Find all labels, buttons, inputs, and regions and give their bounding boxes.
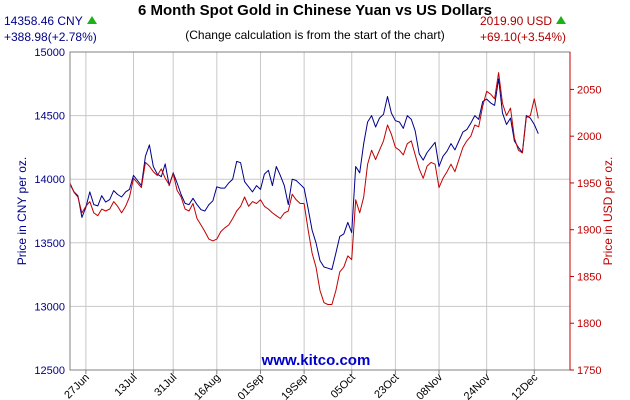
y-tick-right-label: 1850 bbox=[577, 271, 601, 283]
up-triangle-icon bbox=[86, 16, 97, 24]
usd-price: 2019.90 USD bbox=[479, 14, 552, 28]
y-axis-right-label: Price in USD per oz. bbox=[601, 157, 615, 266]
y-tick-right-label: 2050 bbox=[577, 84, 601, 96]
usd-change: +69.10(+3.54%) bbox=[479, 30, 566, 44]
series-lines bbox=[69, 72, 539, 305]
cny-price-row: 14358.46 CNY bbox=[4, 14, 97, 28]
y-tick-right-label: 1900 bbox=[577, 225, 601, 237]
y-tick-right-label: 1950 bbox=[577, 178, 601, 190]
x-tick-label: 08Nov bbox=[414, 371, 445, 400]
chart-subtitle: (Change calculation is from the start of… bbox=[185, 28, 445, 42]
cny-change: +388.98(+2.78%) bbox=[4, 30, 97, 44]
y-tick-left-label: 12500 bbox=[34, 365, 65, 377]
x-tick-label: 27Jun bbox=[62, 372, 92, 400]
x-tick-label: 24Nov bbox=[462, 371, 493, 400]
website-link[interactable]: www.kitco.com bbox=[261, 352, 371, 369]
chart-title: 6 Month Spot Gold in Chinese Yuan vs US … bbox=[138, 2, 492, 19]
x-tick-label: 12Dec bbox=[509, 371, 540, 400]
x-tick-label: 16Aug bbox=[192, 372, 223, 400]
x-tick-label: 13Jul bbox=[113, 372, 140, 399]
x-tick-label: 23Oct bbox=[372, 372, 401, 400]
x-tick-label: 01Sep bbox=[236, 372, 267, 400]
y-tick-left-label: 15000 bbox=[34, 47, 65, 59]
y-tick-right-label: 1750 bbox=[577, 365, 601, 377]
y-tick-right-label: 2000 bbox=[577, 131, 601, 143]
axis-labels: 12500 13000 13500 14000 14500 15000 27Jun 13Jul… bbox=[34, 47, 601, 400]
x-tick-label: 05Oct bbox=[329, 372, 358, 400]
x-tick-label: 31Jul bbox=[152, 372, 179, 399]
y-tick-right-label: 1800 bbox=[577, 318, 601, 330]
usd-price-row: 2019.90 USD bbox=[480, 14, 566, 28]
series-line-cny bbox=[69, 78, 539, 270]
up-triangle-icon bbox=[556, 16, 566, 24]
y-tick-left-label: 14000 bbox=[34, 174, 65, 186]
y-tick-left-label: 14500 bbox=[34, 111, 65, 123]
series-line-usd bbox=[69, 72, 539, 305]
x-tick-label: 19Sep bbox=[279, 372, 310, 400]
cny-price: 14358.46 CNY bbox=[4, 14, 83, 28]
y-tick-left-label: 13000 bbox=[34, 301, 65, 313]
y-tick-left-label: 13500 bbox=[34, 238, 65, 250]
y-axis-left-label: Price in CNY per oz. bbox=[15, 157, 29, 266]
